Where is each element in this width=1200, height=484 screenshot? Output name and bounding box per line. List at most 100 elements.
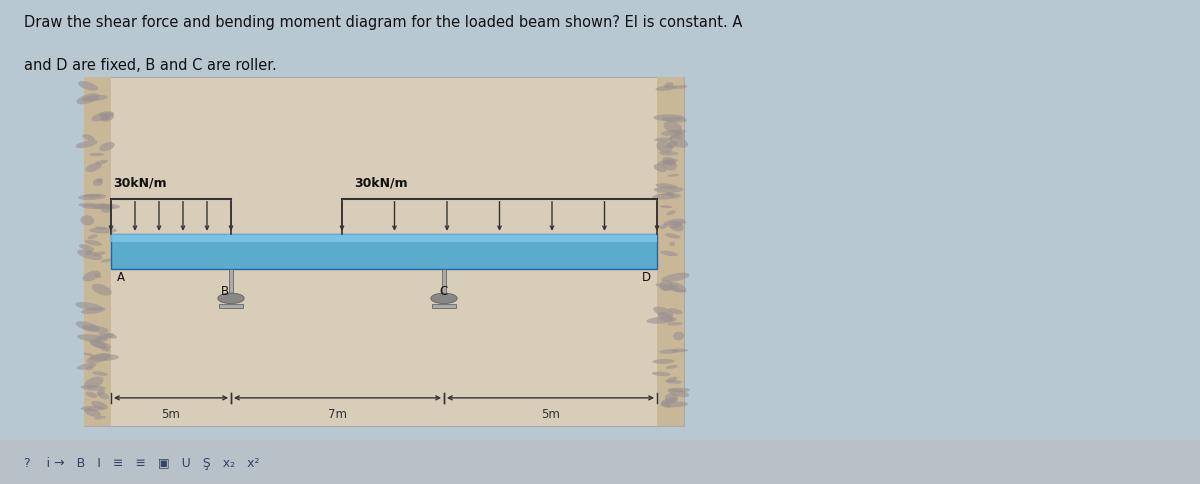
Text: A: A: [118, 271, 125, 284]
Ellipse shape: [653, 307, 673, 318]
Ellipse shape: [95, 161, 108, 166]
Ellipse shape: [76, 302, 103, 311]
Ellipse shape: [76, 322, 100, 332]
Ellipse shape: [661, 398, 677, 404]
Ellipse shape: [85, 392, 97, 398]
Ellipse shape: [78, 194, 106, 201]
Ellipse shape: [670, 134, 680, 139]
Ellipse shape: [661, 273, 690, 282]
Ellipse shape: [661, 402, 671, 408]
Ellipse shape: [77, 363, 96, 370]
Ellipse shape: [664, 219, 685, 226]
Ellipse shape: [90, 228, 118, 234]
Bar: [228, 269, 233, 293]
Ellipse shape: [668, 137, 688, 149]
Ellipse shape: [84, 240, 102, 246]
Ellipse shape: [660, 401, 688, 408]
Ellipse shape: [668, 221, 684, 232]
Bar: [220, 304, 242, 308]
Ellipse shape: [77, 94, 100, 105]
Ellipse shape: [95, 227, 107, 230]
Ellipse shape: [100, 143, 115, 152]
Text: 30kN/m: 30kN/m: [114, 176, 167, 189]
Text: B: B: [221, 285, 229, 298]
Ellipse shape: [218, 293, 245, 304]
Ellipse shape: [96, 390, 104, 395]
Ellipse shape: [98, 393, 109, 400]
Text: D: D: [642, 271, 650, 284]
Ellipse shape: [655, 284, 670, 288]
Bar: [442, 269, 446, 293]
Ellipse shape: [79, 245, 94, 251]
Ellipse shape: [83, 204, 107, 210]
Ellipse shape: [671, 349, 688, 352]
Bar: [432, 304, 456, 308]
Ellipse shape: [656, 141, 673, 153]
Ellipse shape: [80, 216, 94, 226]
Ellipse shape: [84, 408, 101, 417]
Ellipse shape: [80, 385, 106, 391]
Ellipse shape: [101, 259, 112, 263]
Ellipse shape: [662, 160, 677, 171]
Ellipse shape: [658, 312, 673, 322]
Ellipse shape: [654, 187, 684, 194]
Ellipse shape: [665, 380, 682, 384]
Ellipse shape: [92, 179, 103, 187]
Ellipse shape: [670, 388, 690, 393]
Ellipse shape: [78, 204, 96, 207]
Ellipse shape: [670, 242, 676, 246]
Bar: [112, 234, 658, 243]
Ellipse shape: [655, 184, 677, 189]
Ellipse shape: [92, 372, 108, 376]
Text: ?    i →   B   I   ≡   ≡   ▣   U   Ş   x₂   x²: ? i → B I ≡ ≡ ▣ U Ş x₂ x²: [24, 456, 259, 469]
Ellipse shape: [83, 353, 94, 356]
Bar: [84, 77, 684, 426]
Ellipse shape: [80, 406, 104, 411]
Ellipse shape: [655, 86, 677, 91]
Ellipse shape: [98, 333, 114, 340]
Ellipse shape: [668, 283, 686, 292]
Ellipse shape: [77, 334, 108, 342]
Bar: [112, 234, 658, 269]
Ellipse shape: [88, 235, 97, 240]
Ellipse shape: [653, 359, 674, 364]
Ellipse shape: [95, 337, 102, 342]
Ellipse shape: [82, 135, 95, 141]
Ellipse shape: [98, 204, 115, 209]
Ellipse shape: [660, 251, 678, 257]
Text: 7m: 7m: [328, 407, 347, 420]
Ellipse shape: [86, 366, 94, 371]
Ellipse shape: [666, 365, 678, 369]
Text: and D are fixed, B and C are roller.: and D are fixed, B and C are roller.: [24, 58, 277, 73]
Ellipse shape: [77, 250, 102, 260]
Ellipse shape: [673, 332, 684, 341]
Ellipse shape: [666, 377, 677, 382]
Ellipse shape: [101, 113, 114, 122]
Ellipse shape: [653, 115, 684, 122]
Bar: [84, 77, 112, 426]
Ellipse shape: [665, 393, 678, 404]
Ellipse shape: [82, 96, 108, 102]
Ellipse shape: [78, 82, 98, 91]
Text: C: C: [440, 285, 448, 298]
Ellipse shape: [89, 153, 104, 157]
Ellipse shape: [84, 377, 103, 389]
Ellipse shape: [662, 157, 676, 166]
Text: 5m: 5m: [541, 407, 560, 420]
Ellipse shape: [91, 341, 112, 349]
Ellipse shape: [80, 307, 106, 314]
Ellipse shape: [431, 293, 457, 304]
Ellipse shape: [91, 112, 114, 122]
Ellipse shape: [654, 138, 672, 142]
Ellipse shape: [674, 132, 685, 139]
Ellipse shape: [661, 118, 686, 123]
Ellipse shape: [101, 206, 110, 213]
Ellipse shape: [667, 389, 689, 397]
Ellipse shape: [659, 349, 679, 354]
Ellipse shape: [671, 86, 688, 90]
Ellipse shape: [659, 281, 673, 291]
Ellipse shape: [89, 340, 107, 349]
Ellipse shape: [665, 234, 680, 239]
Bar: [0, 440, 1200, 484]
Ellipse shape: [92, 252, 106, 257]
